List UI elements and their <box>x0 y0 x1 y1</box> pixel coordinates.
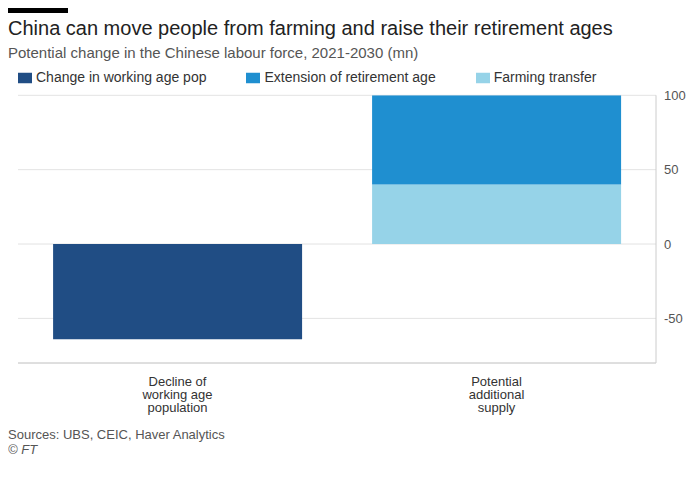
svg-text:Decline ofworking agepopulatio: Decline ofworking agepopulation <box>141 374 212 415</box>
svg-text:50: 50 <box>664 162 678 177</box>
html-text:Farming transfer: Farming transfer <box>493 69 597 85</box>
svg-text:100: 100 <box>664 88 686 103</box>
html-text:Sources: UBS, CEIC, Haver Anal: Sources: UBS, CEIC, Haver Analytics <box>8 427 225 442</box>
svg-text:0: 0 <box>664 237 671 252</box>
html-text:© FT: © FT <box>8 442 38 457</box>
html-text:Change in working age pop: Change in working age pop <box>36 69 207 85</box>
html-text:Potential change in the Chines: Potential change in the Chinese labour f… <box>8 44 419 61</box>
html-text:China can move people from far: China can move people from farming and r… <box>8 17 613 39</box>
html-text:Extension of retirement age: Extension of retirement age <box>264 69 436 85</box>
svg-text:-50: -50 <box>664 311 683 326</box>
svg-text:Potentialadditionalsupply: Potentialadditionalsupply <box>469 374 525 415</box>
